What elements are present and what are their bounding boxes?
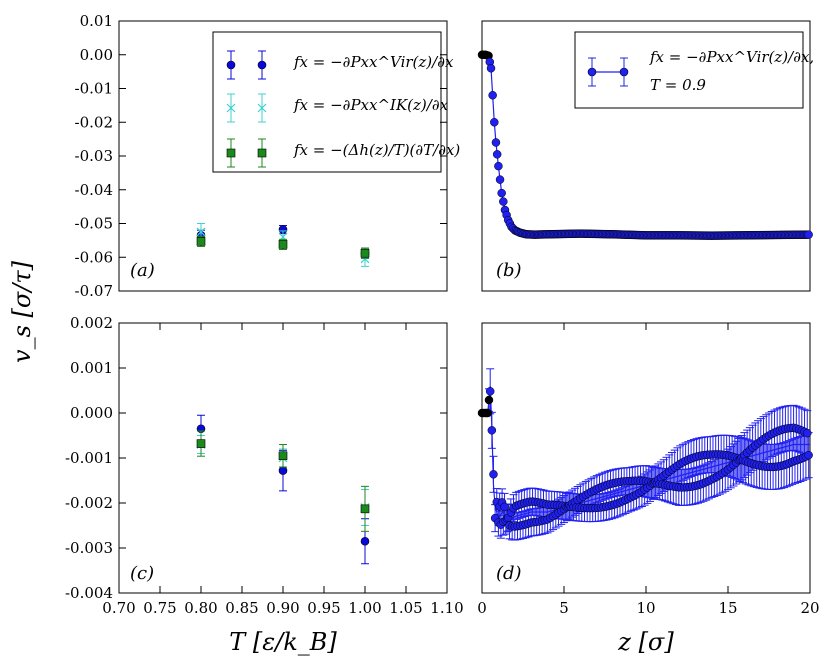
point-b-7-1 [492,150,502,159]
xtick-label-c-6: 1.00 [348,599,381,617]
point-a-2-1 [278,240,288,249]
legend-b-line-2: T = 0.9 [650,76,706,94]
legend-a-marker-1-0 [226,93,236,123]
x-axis-label-right: z [σ] [617,628,674,656]
point-d-3-0 [483,408,492,418]
panel-label-d: (d) [496,563,522,584]
point-b-9-1 [499,197,508,206]
xtick-label-d-4: 20 [800,599,819,617]
point-b-8-0 [494,161,503,171]
point-c-2-0 [196,439,206,448]
xtick-label-c-1: 0.75 [143,599,176,617]
ytick-label-a-5: -0.04 [75,181,113,199]
xtick-label-d-2: 10 [636,599,655,617]
point-d-3-1 [484,395,494,405]
point-b-24-23 [804,230,813,239]
point-a-1-0 [196,227,206,237]
point-d-5-0 [487,426,497,435]
point-d-28-10 [803,428,812,438]
ytick-label-a-4: -0.03 [75,147,113,165]
legend-a-entry-2: fx = −∂Pxx^IK(z)/∂x [293,96,449,114]
point-c-2-1 [278,451,288,461]
legend-b: fx = −∂Pxx^Vir(z)/∂x, T = 0.9 [574,31,814,109]
panel-b: (b) [481,20,811,292]
ytick-label-c-2: 0.000 [70,404,113,422]
ytick-label-a-8: -0.07 [75,282,113,300]
xtick-label-c-0: 0.70 [102,599,135,617]
point-b-7-0 [491,138,501,147]
ytick-label-c-5: -0.003 [65,539,113,557]
legend-a-entry-3: fx = −(Δh(z)/T)(∂T/∂x) [293,141,460,159]
point-a-2-0 [196,237,206,246]
point-a-2-2 [360,248,370,258]
legend-a-marker-2-0 [226,138,236,168]
ytick-label-a-1: 0.00 [80,46,113,64]
xtick-label-c-4: 0.90 [266,599,299,617]
legend-a-entry-1: fx = −∂Pxx^Vir(z)/∂x [293,53,454,71]
legend-a: fx = −∂Pxx^Vir(z)/∂x fx = −∂Pxx^IK(z)/∂x… [212,31,460,173]
xtick-label-c-7: 1.05 [389,599,422,617]
xtick-label-d-3: 15 [718,599,737,617]
point-d-9-1 [500,502,509,512]
ytick-label-c-0: 0.002 [70,314,113,332]
point-b-9-0 [497,188,506,198]
ytick-label-a-2: -0.01 [75,80,113,98]
ytick-label-c-1: 0.001 [70,359,113,377]
point-d-6-0 [489,470,498,479]
ytick-label-c-3: -0.001 [65,449,113,467]
legend-a-marker-2-1 [257,138,267,168]
point-b-5-0 [488,91,497,100]
legend-b-marker [587,57,629,87]
legend-a-marker-0-0 [226,50,236,80]
point-d-4-0 [485,387,495,396]
point-c-2-2 [360,504,370,514]
ytick-label-a-3: -0.02 [75,113,113,131]
panel-label-c: (c) [130,563,154,584]
ytick-label-c-4: -0.002 [65,494,113,512]
panel-label-a: (a) [130,260,155,281]
y-axis-label: v_s [σ/τ] [8,260,36,363]
legend-a-marker-0-1 [257,50,267,80]
point-c-0-1 [278,466,288,475]
point-b-8-1 [495,175,505,184]
x-axis-label-left: T [ε/k_B] [229,628,337,656]
legend-b-line-1: fx = −∂Pxx^Vir(z)/∂x, [649,48,814,66]
xtick-label-c-8: 1.10 [430,599,463,617]
point-b-6-0 [490,118,499,127]
ytick-label-a-7: -0.06 [75,248,113,266]
xtick-label-c-2: 0.80 [184,599,217,617]
xtick-label-d-1: 5 [559,599,569,617]
ytick-label-c-6: -0.004 [65,584,113,602]
ytick-label-a-6: -0.05 [75,215,113,233]
xtick-label-d-0: 0 [477,599,487,617]
panel-label-b: (b) [496,260,522,281]
point-b-4-0 [486,64,496,73]
ytick-label-a-0: 0.01 [80,12,113,30]
legend-a-marker-1-1 [257,93,267,123]
xtick-label-c-5: 0.95 [307,599,340,617]
point-d-28-11 [804,450,813,460]
xtick-label-c-3: 0.85 [225,599,258,617]
point-c-0-2 [360,536,370,546]
